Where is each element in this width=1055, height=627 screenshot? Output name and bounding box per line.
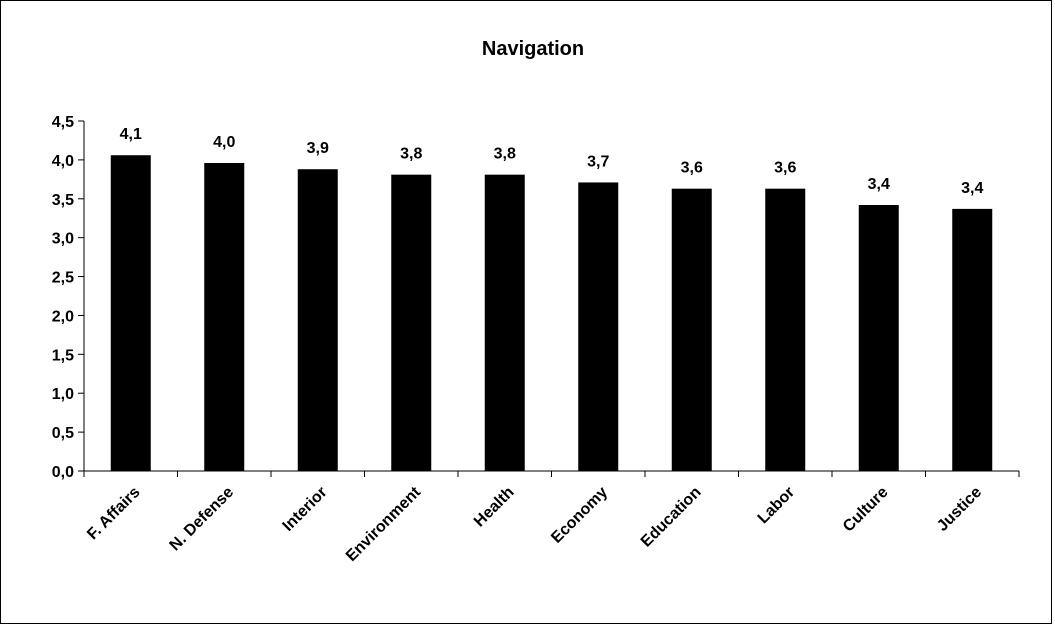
y-tick-label: 3,5	[52, 192, 74, 209]
data-label: 4,1	[120, 126, 142, 143]
bar	[952, 208, 993, 471]
bar	[765, 188, 806, 471]
x-tick-label: Economy	[548, 484, 611, 547]
bar	[858, 205, 899, 471]
x-tick-label: N. Defense	[167, 484, 238, 555]
bar	[110, 155, 151, 471]
y-tick-label: 1,0	[52, 386, 74, 403]
y-tick-label: 4,0	[52, 153, 74, 170]
data-label: 3,6	[681, 160, 703, 177]
data-label: 3,4	[961, 180, 983, 197]
y-tick-label: 0,0	[52, 464, 74, 481]
y-tick-label: 2,5	[52, 270, 74, 287]
data-label: 3,4	[868, 176, 890, 193]
y-tick-label: 1,5	[52, 347, 74, 364]
data-label: 4,0	[213, 134, 235, 151]
bar	[297, 169, 338, 471]
x-tick-label: F. Affairs	[84, 484, 143, 543]
data-label: 3,8	[400, 146, 422, 163]
data-label: 3,8	[494, 146, 516, 163]
bar	[484, 174, 525, 471]
data-label: 3,7	[587, 153, 609, 170]
x-tick-label: Environment	[343, 483, 425, 565]
x-tick-label: Education	[638, 484, 705, 551]
bar	[578, 182, 619, 471]
bar	[204, 163, 245, 471]
y-tick-label: 3,0	[52, 231, 74, 248]
x-tick-label: Interior	[280, 484, 331, 535]
y-tick-label: 4,5	[52, 114, 74, 131]
data-label: 3,6	[774, 160, 796, 177]
y-tick-label: 2,0	[52, 308, 74, 325]
y-tick-label: 0,5	[52, 425, 74, 442]
x-tick-label: Culture	[840, 484, 892, 536]
x-tick-label: Justice	[934, 484, 985, 535]
bar	[671, 188, 712, 471]
bar	[391, 174, 432, 471]
data-label: 3,9	[307, 140, 329, 157]
data-labels: 4,1 4,0 3,9 3,8 3,8 3,7 3,6 3,6 3,4 3,4	[120, 126, 984, 197]
bars	[110, 155, 993, 471]
x-tick-label: Labor	[755, 484, 798, 527]
chart-title: Navigation	[482, 38, 584, 60]
x-tick-label: Health	[471, 484, 518, 531]
